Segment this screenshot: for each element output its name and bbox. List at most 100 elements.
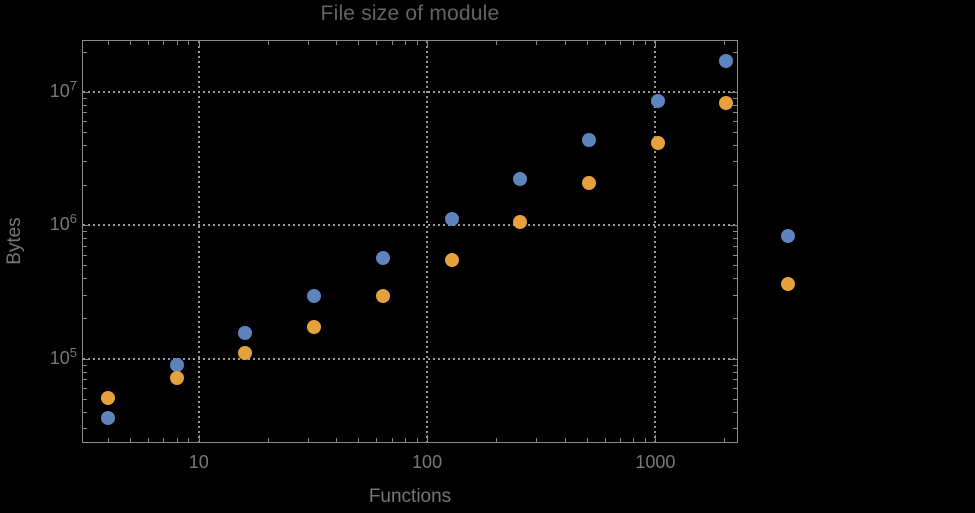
y-minor-tick	[733, 132, 737, 133]
x-minor-tick	[392, 41, 393, 45]
y-minor-tick	[83, 318, 87, 319]
data-point-orange	[781, 276, 796, 291]
y-minor-tick	[83, 295, 87, 296]
y-minor-tick	[733, 231, 737, 232]
x-gridline	[654, 41, 657, 442]
data-point-blue	[169, 358, 184, 373]
y-minor-tick	[83, 185, 87, 186]
data-point-blue	[513, 171, 528, 186]
y-minor-tick	[83, 388, 87, 389]
y-minor-tick	[733, 238, 737, 239]
x-tick-label: 1000	[635, 452, 676, 472]
y-major-tick	[83, 225, 90, 226]
y-minor-tick	[83, 112, 87, 113]
data-point-orange	[375, 289, 390, 304]
data-point-blue	[781, 228, 796, 243]
y-minor-tick	[733, 365, 737, 366]
x-minor-tick	[130, 41, 131, 45]
x-minor-tick	[724, 438, 725, 442]
y-gridline	[83, 224, 737, 227]
x-minor-tick	[108, 41, 109, 45]
x-minor-tick	[587, 41, 588, 45]
x-major-tick	[427, 41, 428, 48]
y-minor-tick	[83, 255, 87, 256]
x-minor-tick	[405, 438, 406, 442]
y-minor-tick	[83, 365, 87, 366]
x-minor-tick	[633, 438, 634, 442]
data-point-orange	[100, 391, 115, 406]
y-minor-tick	[83, 428, 87, 429]
plot-frame	[82, 40, 738, 443]
data-point-orange	[513, 214, 528, 229]
x-minor-tick	[417, 41, 418, 45]
y-minor-tick	[83, 238, 87, 239]
x-minor-tick	[496, 438, 497, 442]
y-minor-tick	[733, 112, 737, 113]
x-minor-tick	[620, 438, 621, 442]
x-tick-label: 10	[188, 452, 209, 472]
y-major-tick	[730, 359, 737, 360]
x-minor-tick	[163, 41, 164, 45]
x-minor-tick	[633, 41, 634, 45]
x-minor-tick	[417, 438, 418, 442]
y-minor-tick	[83, 231, 87, 232]
data-point-blue	[238, 326, 253, 341]
x-axis-label: Functions	[368, 486, 452, 507]
y-minor-tick	[733, 428, 737, 429]
y-tick-label: 105	[49, 344, 77, 368]
y-minor-tick	[83, 145, 87, 146]
x-minor-tick	[620, 41, 621, 45]
y-gridline	[83, 90, 737, 93]
x-minor-tick	[536, 438, 537, 442]
x-minor-tick	[587, 438, 588, 442]
x-minor-tick	[336, 438, 337, 442]
x-gridline	[197, 41, 200, 442]
x-minor-tick	[405, 41, 406, 45]
y-minor-tick	[733, 295, 737, 296]
y-tick-exponent: 5	[69, 344, 77, 360]
x-minor-tick	[188, 41, 189, 45]
y-minor-tick	[733, 121, 737, 122]
x-minor-tick	[536, 41, 537, 45]
data-point-orange	[307, 320, 322, 335]
y-minor-tick	[733, 161, 737, 162]
y-minor-tick	[83, 399, 87, 400]
x-major-tick	[427, 435, 428, 442]
x-major-tick	[199, 435, 200, 442]
y-minor-tick	[733, 52, 737, 53]
data-point-blue	[100, 410, 115, 425]
y-minor-tick	[733, 388, 737, 389]
y-minor-tick	[83, 52, 87, 53]
x-minor-tick	[177, 41, 178, 45]
x-minor-tick	[565, 438, 566, 442]
x-minor-tick	[308, 41, 309, 45]
data-point-orange	[169, 371, 184, 386]
y-tick-label: 106	[49, 211, 77, 235]
x-minor-tick	[645, 438, 646, 442]
y-tick-exponent: 6	[69, 211, 77, 227]
x-minor-tick	[148, 438, 149, 442]
y-major-tick	[730, 225, 737, 226]
data-point-orange	[582, 175, 597, 190]
y-major-tick	[83, 359, 90, 360]
x-minor-tick	[108, 438, 109, 442]
y-minor-tick	[83, 278, 87, 279]
y-minor-tick	[733, 372, 737, 373]
x-minor-tick	[565, 41, 566, 45]
y-minor-tick	[83, 132, 87, 133]
x-minor-tick	[130, 438, 131, 442]
x-gridline	[426, 41, 429, 442]
data-point-blue	[375, 250, 390, 265]
y-minor-tick	[733, 379, 737, 380]
x-major-tick	[655, 435, 656, 442]
x-minor-tick	[496, 41, 497, 45]
y-minor-tick	[733, 318, 737, 319]
x-major-tick	[199, 41, 200, 48]
x-minor-tick	[358, 41, 359, 45]
y-minor-tick	[733, 278, 737, 279]
y-major-tick	[730, 92, 737, 93]
x-minor-tick	[336, 41, 337, 45]
y-minor-tick	[733, 98, 737, 99]
